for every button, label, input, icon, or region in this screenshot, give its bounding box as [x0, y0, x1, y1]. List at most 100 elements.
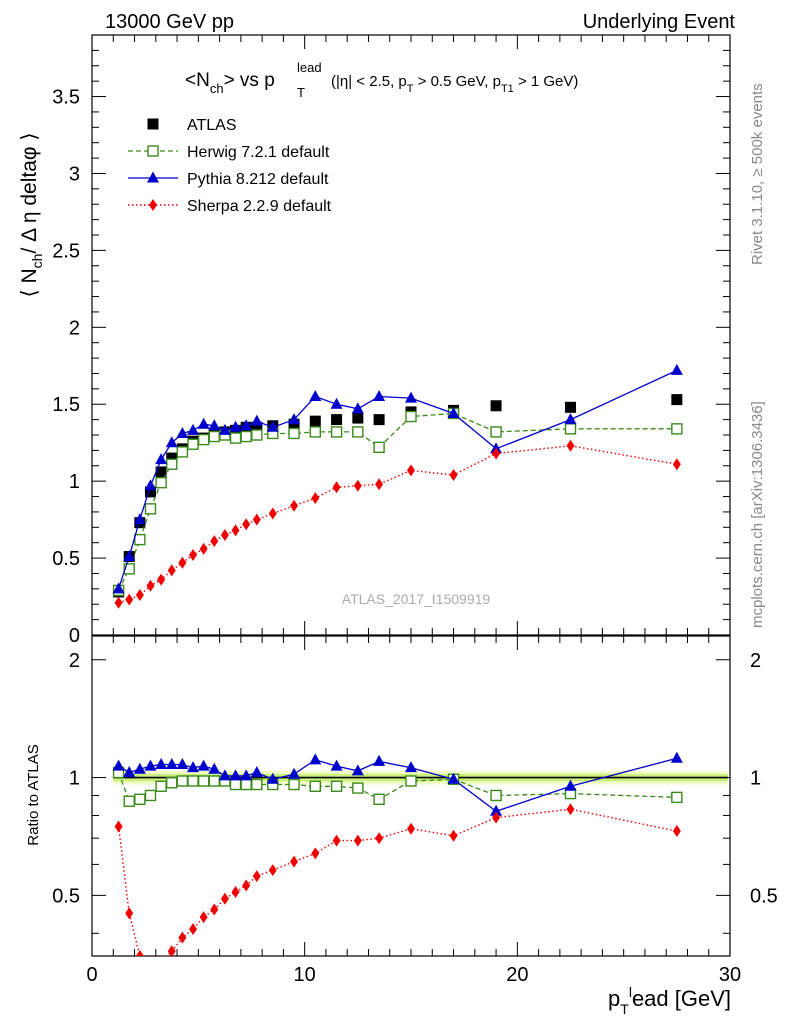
top-point-herwig-7-2-1-default — [187, 438, 199, 450]
ratio-point-herwig-7-2-1-default — [671, 791, 683, 804]
ratio-point-pythia-8-212-default — [250, 766, 263, 778]
top-point-herwig-7-2-1-default — [155, 476, 167, 489]
top-y-tick-label: 0.5 — [52, 548, 80, 570]
top-point-pythia-8-212-default — [309, 390, 322, 402]
ratio-point-sherpa-2-2-9-default — [135, 950, 144, 956]
top-point-sherpa-2-2-9-default — [672, 458, 681, 471]
ratio-y-tick-label-right: 2 — [750, 650, 761, 672]
top-point-atlas — [565, 401, 576, 413]
ratio-point-herwig-7-2-1-default — [288, 778, 300, 791]
top-point-pythia-8-212-default — [144, 479, 157, 491]
ylabel-post: / Δ η deltaφ ⟩ — [18, 132, 41, 253]
ratio-point-herwig-7-2-1-default — [123, 795, 135, 807]
ratio-point-herwig-7-2-1-default — [166, 777, 178, 789]
ratio-y-tick-label: 2 — [69, 650, 80, 672]
top-point-herwig-7-2-1-default — [176, 446, 189, 458]
ratio-point-pythia-8-212-default — [447, 772, 460, 784]
plot-title: <Nch> vs p T lead (|η| < 2.5, pT > 0.5 G… — [185, 60, 578, 100]
ratio-point-pythia-8-212-default — [309, 753, 322, 765]
top-point-pythia-8-212-default — [218, 423, 231, 435]
top-y-axis-label: ⟨ Nch/ Δ η deltaφ ⟩ — [18, 132, 45, 297]
ratio-line-sherpa-2-2-9-default — [117, 808, 677, 956]
ratio-point-sherpa-2-2-9-default — [375, 832, 384, 845]
top-y-tick-label: 3 — [69, 163, 80, 185]
ratio-point-pythia-8-212-default — [229, 769, 242, 781]
top-point-sherpa-2-2-9-default — [210, 535, 219, 548]
svg-text:<Nch> vs p: <Nch> vs p — [185, 70, 275, 96]
top-point-sherpa-2-2-9-default — [290, 499, 299, 512]
top-point-herwig-7-2-1-default — [309, 426, 321, 438]
ratio-point-herwig-7-2-1-default — [330, 780, 343, 792]
legend-item-herwig-7-2-1-default: Herwig 7.2.1 default — [128, 144, 330, 161]
legend: ATLAS Herwig 7.2.1 default Pythia 8.212 de… — [128, 117, 332, 215]
ratio-point-sherpa-2-2-9-default — [492, 811, 501, 824]
top-point-sherpa-2-2-9-default — [242, 518, 251, 531]
top-point-herwig-7-2-1-default — [240, 430, 252, 443]
ratio-point-herwig-7-2-1-default — [208, 775, 220, 787]
top-point-sherpa-2-2-9-default — [157, 573, 166, 586]
top-axes: 0 0.5 1 1.5 2 2.5 3 3.5 — [52, 34, 731, 647]
top-point-atlas — [288, 418, 300, 430]
ratio-point-pythia-8-212-default — [197, 759, 210, 771]
ratio-point-sherpa-2-2-9-default — [311, 847, 320, 860]
top-series-pythia-8-212-default — [112, 363, 683, 594]
ratio-point-sherpa-2-2-9-default — [672, 825, 681, 838]
ratio-point-pythia-8-212-default — [240, 769, 253, 781]
ratio-point-sherpa-2-2-9-default — [332, 834, 341, 847]
title-cuts-c: > 1 GeV) — [514, 73, 579, 90]
top-point-pythia-8-212-default — [155, 453, 168, 465]
header-energy: 13000 GeV pp — [105, 11, 234, 33]
top-point-atlas — [144, 486, 156, 498]
top-series-herwig-7-2-1-default — [112, 407, 683, 597]
ratio-point-sherpa-2-2-9-default — [125, 907, 134, 920]
top-point-sherpa-2-2-9-default — [252, 513, 261, 526]
top-point-atlas — [671, 394, 683, 406]
ratio-point-sherpa-2-2-9-default — [449, 829, 458, 842]
top-point-sherpa-2-2-9-default — [492, 447, 501, 460]
top-point-atlas — [331, 414, 343, 426]
top-point-sherpa-2-2-9-default — [268, 507, 277, 520]
top-point-herwig-7-2-1-default — [405, 410, 417, 423]
xlabel-sup: l — [629, 984, 632, 1000]
ratio-point-sherpa-2-2-9-default — [290, 855, 299, 868]
top-point-sherpa-2-2-9-default — [311, 492, 320, 505]
ratio-point-sherpa-2-2-9-default — [353, 834, 362, 847]
top-y-tick-label: 2 — [69, 317, 80, 339]
ratio-point-pythia-8-212-default — [176, 757, 189, 769]
svg-text:⟨ Nch/ Δ η deltaφ ⟩: ⟨ Nch/ Δ η deltaφ ⟩ — [18, 132, 45, 297]
xlabel-pre: p — [608, 986, 620, 1011]
x-tick-label: 30 — [719, 964, 741, 986]
ratio-point-herwig-7-2-1-default — [309, 780, 321, 792]
top-point-herwig-7-2-1-default — [373, 441, 385, 454]
x-tick-label: 0 — [86, 964, 97, 986]
top-point-sherpa-2-2-9-default — [125, 593, 134, 606]
ratio-series-sherpa-2-2-9-default — [114, 803, 681, 956]
top-point-sherpa-2-2-9-default — [332, 481, 341, 494]
ratio-point-sherpa-2-2-9-default — [167, 945, 176, 956]
top-point-pythia-8-212-default — [266, 420, 279, 432]
ratio-point-pythia-8-212-default — [266, 772, 279, 784]
top-point-pythia-8-212-default — [123, 550, 136, 562]
top-line-pythia-8-212-default — [117, 369, 678, 590]
top-point-herwig-7-2-1-default — [144, 503, 157, 515]
header-category: Underlying Event — [583, 11, 736, 33]
title-sup-lead: lead — [297, 60, 322, 75]
top-point-pythia-8-212-default — [373, 390, 386, 402]
legend-item-sherpa-2-2-9-default: Sherpa 2.2.9 default — [128, 198, 332, 215]
ratio-point-sherpa-2-2-9-default — [231, 886, 240, 899]
ratio-point-herwig-7-2-1-default — [352, 782, 364, 794]
ratio-point-pythia-8-212-default — [288, 767, 301, 779]
top-point-pythia-8-212-default — [670, 363, 683, 375]
title-n: <N — [185, 70, 210, 91]
ratio-point-sherpa-2-2-9-default — [160, 954, 162, 956]
top-point-herwig-7-2-1-default — [251, 429, 263, 441]
legend-item-pythia-8-212-default: Pythia 8.212 default — [128, 171, 329, 188]
ratio-point-sherpa-2-2-9-default — [149, 954, 152, 956]
ratio-y-tick-label: 0.5 — [52, 885, 80, 907]
top-series-sherpa-2-2-9-default — [114, 439, 681, 609]
legend-marker — [147, 171, 159, 183]
ratio-point-pythia-8-212-default — [208, 762, 221, 774]
ratio-point-pythia-8-212-default — [218, 769, 231, 781]
top-line-sherpa-2-2-9-default — [118, 445, 677, 604]
